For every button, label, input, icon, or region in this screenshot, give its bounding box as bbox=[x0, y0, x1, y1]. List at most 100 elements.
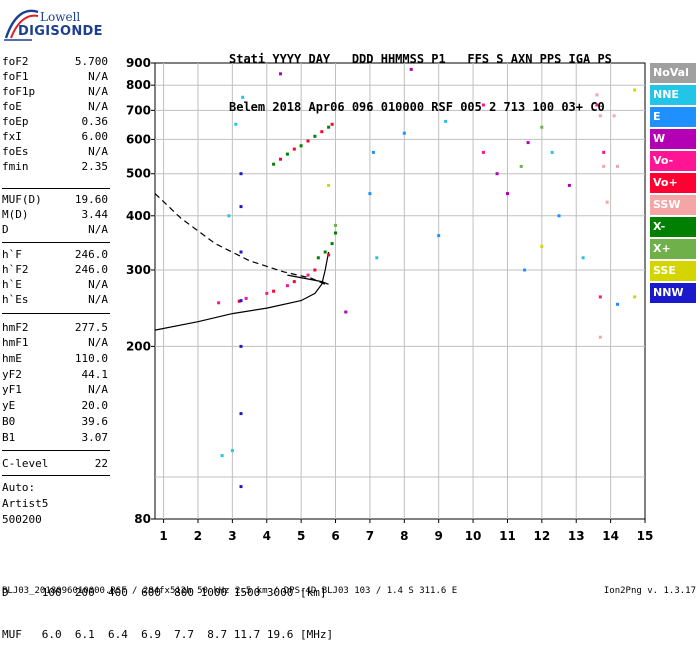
param-value: 3.07 bbox=[81, 431, 109, 444]
x-tick-label: 1 bbox=[159, 529, 167, 543]
y-tick-label: 700 bbox=[126, 103, 151, 117]
echo-point-vominus bbox=[481, 103, 485, 107]
param-label: h`F2 bbox=[2, 263, 29, 276]
param-label: B1 bbox=[2, 431, 16, 444]
param-label: yE bbox=[2, 399, 16, 412]
param-value: 0.36 bbox=[81, 115, 109, 128]
autoscale-code: 500200 bbox=[2, 513, 108, 528]
autoscale-label: Auto: bbox=[2, 481, 108, 496]
param-divider bbox=[2, 242, 110, 243]
echo-point-w bbox=[279, 72, 282, 76]
param-label: foF1 bbox=[2, 70, 29, 83]
param-value: 110.0 bbox=[74, 352, 108, 365]
ionogram-plot: 1 2 3 4 5 6 7 8 9 10 11 12 13 14 158020030040050060070… bbox=[126, 56, 653, 543]
param-value: N/A bbox=[88, 336, 108, 349]
echo-point-sse bbox=[540, 244, 544, 248]
legend-item-nne: NNE bbox=[650, 85, 696, 105]
param-value: 2.35 bbox=[81, 160, 109, 173]
param-row-md: M(D) 3.44 bbox=[2, 208, 108, 223]
y-tick-label: 600 bbox=[126, 132, 151, 146]
param-value: 6.00 bbox=[81, 130, 109, 143]
legend-item-x-plus: X+ bbox=[650, 239, 696, 259]
param-label: yF1 bbox=[2, 383, 22, 396]
model-profile-dashed-line bbox=[154, 193, 326, 285]
param-row-d: D N/A bbox=[2, 223, 108, 238]
x-tick-label: 6 bbox=[331, 529, 339, 543]
param-row-fof2: foF2 5.700 bbox=[2, 55, 108, 70]
echo-point-vominus bbox=[285, 284, 289, 288]
param-value: 246.0 bbox=[74, 263, 108, 276]
x-tick-label: 11 bbox=[499, 529, 516, 543]
param-value: N/A bbox=[88, 293, 108, 306]
lowell-digisonde-logo: Lowell DIGISONDE bbox=[2, 4, 103, 44]
x-tick-label: 14 bbox=[602, 529, 619, 543]
x-tick-label: 10 bbox=[465, 529, 482, 543]
echo-point-voplus bbox=[272, 289, 276, 293]
echo-point-voplus bbox=[320, 130, 324, 134]
param-label: foE bbox=[2, 100, 22, 113]
echo-point-ssw bbox=[605, 200, 609, 204]
legend-item-vo-minus: Vo- bbox=[650, 151, 696, 171]
echo-point-w bbox=[567, 183, 571, 187]
echo-point-e bbox=[371, 150, 375, 154]
y-tick-label: 300 bbox=[126, 263, 151, 277]
echo-point-nnw bbox=[239, 205, 243, 209]
param-row-clevel: C-level 22 bbox=[2, 457, 108, 472]
param-value: 44.1 bbox=[81, 368, 109, 381]
echo-point-nne bbox=[230, 449, 234, 453]
auto-artist: Artist5 bbox=[2, 497, 49, 510]
param-label: foEs bbox=[2, 145, 29, 158]
param-value: 20.0 bbox=[81, 399, 109, 412]
echo-point-xminus bbox=[327, 125, 331, 129]
param-label: hmF1 bbox=[2, 336, 29, 349]
echo-point-xplus bbox=[334, 223, 337, 227]
param-value: N/A bbox=[88, 383, 108, 396]
muf-table: D 100 200 400 600 800 1000 1500 3000 [km… bbox=[2, 558, 333, 656]
echo-point-ssw bbox=[616, 164, 619, 168]
x-tick-label: 4 bbox=[263, 529, 271, 543]
param-row-mufd: MUF(D) 19.60 bbox=[2, 193, 108, 208]
legend-item-noval: NoVal bbox=[650, 63, 696, 83]
echo-point-e bbox=[368, 192, 372, 196]
echo-point-voplus bbox=[237, 299, 241, 303]
y-tick-label: 200 bbox=[126, 339, 151, 353]
param-row-hmf1: hmF1 N/A bbox=[2, 336, 108, 351]
echo-point-nne bbox=[581, 256, 585, 260]
echo-point-voplus bbox=[292, 147, 296, 151]
param-row-fof1: foF1 N/A bbox=[2, 70, 108, 85]
echo-point-xminus bbox=[299, 144, 303, 148]
auto-code: 500200 bbox=[2, 513, 42, 526]
x-tick-label: 5 bbox=[297, 529, 305, 543]
legend-item-e: E bbox=[650, 107, 696, 127]
echo-point-ssw bbox=[612, 114, 616, 118]
echo-point-voplus bbox=[279, 157, 282, 161]
echo-point-voplus bbox=[327, 253, 331, 257]
echo-point-voplus bbox=[292, 280, 296, 284]
x-tick-label: 3 bbox=[228, 529, 236, 543]
echo-point-w bbox=[495, 172, 499, 176]
param-divider bbox=[2, 475, 110, 476]
y-tick-label: 400 bbox=[126, 209, 151, 223]
param-value: 246.0 bbox=[74, 248, 108, 261]
param-row-hmf2: hmF2 277.5 bbox=[2, 321, 108, 336]
param-value: 277.5 bbox=[74, 321, 108, 334]
param-label: h`E bbox=[2, 278, 22, 291]
x-tick-label: 13 bbox=[568, 529, 585, 543]
param-row-yf2: yF2 44.1 bbox=[2, 368, 108, 383]
param-label: hmF2 bbox=[2, 321, 29, 334]
echo-point-voplus bbox=[306, 139, 310, 143]
param-value: N/A bbox=[88, 223, 108, 236]
param-label: foF1p bbox=[2, 85, 36, 98]
echo-point-w bbox=[409, 67, 413, 71]
legend-item-nnw: NNW bbox=[650, 283, 696, 303]
param-value: 5.700 bbox=[74, 55, 108, 68]
param-row-b1: B1 3.07 bbox=[2, 431, 108, 446]
param-row-hf2: h`F2 246.0 bbox=[2, 263, 108, 278]
echo-point-nne bbox=[241, 95, 245, 99]
echo-point-vominus bbox=[306, 273, 310, 277]
logo-text-digisonde: DIGISONDE bbox=[18, 24, 103, 39]
logo-text-lowell: Lowell bbox=[40, 10, 81, 24]
echo-point-vominus bbox=[602, 150, 606, 154]
echo-point-ssw bbox=[595, 93, 599, 97]
echo-point-e bbox=[557, 214, 561, 218]
